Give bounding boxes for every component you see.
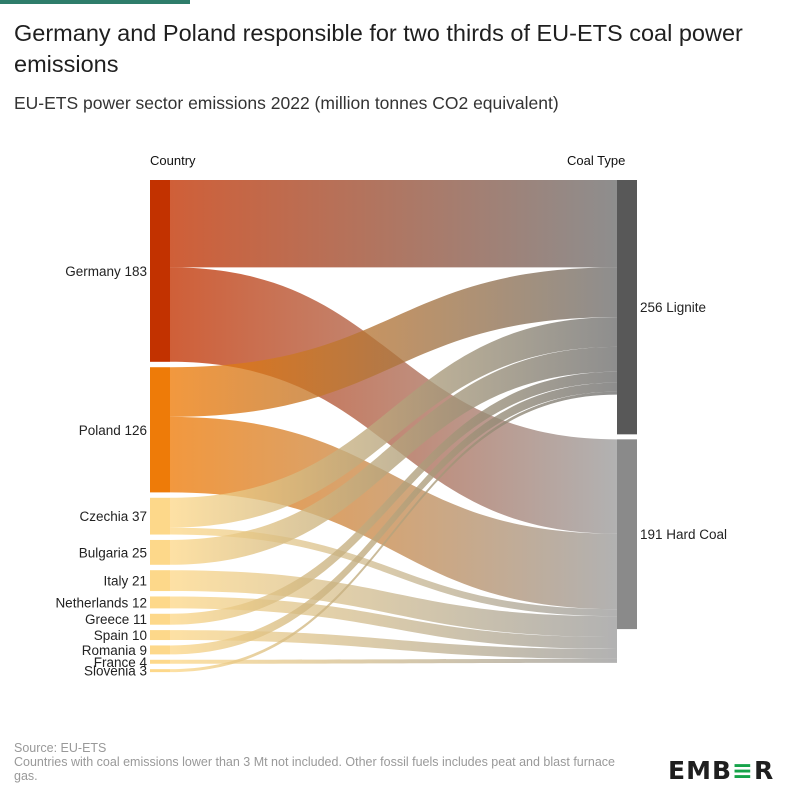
label-romania: Romania 9	[82, 643, 147, 658]
flow-slovenia-lignite	[170, 391, 617, 673]
footnote: Countries with coal emissions lower than…	[14, 755, 616, 783]
node-netherlands	[150, 596, 170, 609]
brand-accent-bar	[0, 0, 190, 4]
label-spain: Spain 10	[94, 628, 147, 643]
label-germany: Germany 183	[65, 264, 147, 279]
flow-bulgaria-lignite	[170, 346, 617, 565]
node-labels: Germany 183 Poland 126 Czechia 37 Bulgaria …	[55, 264, 727, 679]
flow-poland-hard-coal	[170, 416, 617, 610]
source-note: Source: EU-ETS	[14, 741, 107, 755]
label-poland: Poland 126	[79, 423, 147, 438]
label-greece: Greece 11	[85, 612, 147, 627]
label-italy: Italy 21	[103, 574, 147, 589]
node-greece	[150, 613, 170, 625]
node-poland	[150, 367, 170, 493]
flow-greece-lignite	[170, 371, 617, 625]
label-netherlands: Netherlands 12	[55, 595, 147, 610]
node-bulgaria	[150, 539, 170, 565]
ember-logo: EMB≡R	[668, 756, 774, 785]
right-column-header: Coal Type	[567, 153, 625, 168]
node-czechia	[150, 497, 170, 535]
node-romania	[150, 645, 170, 655]
label-hard-coal: 191 Hard Coal	[640, 527, 727, 542]
chart-subtitle: EU-ETS power sector emissions 2022 (mill…	[14, 93, 559, 113]
flow-germany-lignite	[170, 180, 617, 268]
label-czechia: Czechia 37	[79, 509, 147, 524]
chart-title: Germany and Poland responsible for two t…	[14, 20, 743, 77]
node-italy	[150, 570, 170, 592]
node-lignite	[617, 180, 637, 435]
label-lignite: 256 Lignite	[640, 300, 706, 315]
flow-czechia-hard-coal	[170, 527, 617, 617]
node-germany	[150, 180, 170, 362]
chart-footer: Source: EU-ETS Countries with coal emiss…	[14, 741, 634, 783]
label-france: France 4	[94, 655, 148, 670]
flow-links	[170, 180, 617, 673]
flow-czechia-lignite	[170, 317, 617, 528]
node-france	[150, 659, 170, 664]
flow-poland-lignite	[170, 267, 617, 417]
logo-e-glyph: ≡	[732, 756, 754, 785]
node-slovenia	[150, 669, 170, 673]
node-spain	[150, 630, 170, 641]
flow-romania-lignite	[170, 382, 617, 655]
nodes	[150, 180, 637, 673]
logo-text-1: EMB	[668, 756, 733, 785]
label-slovenia: Slovenia 3	[84, 664, 147, 679]
flow-netherlands-hard-coal	[170, 596, 617, 649]
node-hard-coal	[617, 439, 637, 630]
left-column-header: Country	[150, 153, 196, 168]
label-bulgaria: Bulgaria 25	[79, 545, 147, 560]
flow-spain-hard-coal	[170, 630, 617, 659]
sankey-chart: Germany 183 Poland 126 Czechia 37 Bulgaria …	[55, 153, 727, 679]
flow-france-hard-coal	[170, 658, 617, 664]
logo-text-2: R	[753, 756, 775, 785]
flow-germany-hard-coal	[170, 267, 617, 534]
flow-italy-hard-coal	[170, 570, 617, 638]
